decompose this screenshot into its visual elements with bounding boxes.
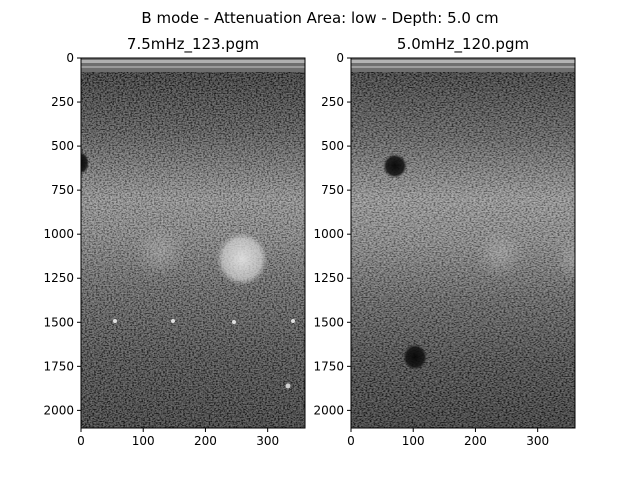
left-axis-ticks: 0 100 200 300 0 250 500 750 1000 1250 1500 1750 2000 [43, 51, 279, 448]
right-axis-ticks: 0 100 200 300 0 250 500 750 1000 1250 1500 1750 2000 [313, 51, 549, 448]
right-axes-frame [350, 57, 576, 429]
right-x-tick-label: 0 [347, 434, 355, 448]
left-x-tick-label: 100 [132, 434, 155, 448]
right-y-tick-label: 2000 [313, 403, 344, 417]
right-y-tick-label: 750 [321, 183, 344, 197]
left-x-tick-label: 0 [77, 434, 85, 448]
left-y-tick-label: 1250 [43, 271, 74, 285]
left-y-tick-label: 1000 [43, 227, 74, 241]
right-y-tick-label: 1500 [313, 315, 344, 329]
right-y-tick-label: 500 [321, 139, 344, 153]
left-y-tick-label: 250 [51, 95, 74, 109]
left-y-tick-label: 1500 [43, 315, 74, 329]
right-y-tick-label: 250 [321, 95, 344, 109]
left-x-tick-label: 300 [256, 434, 279, 448]
left-ultrasound-image [81, 58, 305, 428]
left-y-tick-label: 2000 [43, 403, 74, 417]
left-y-tick-label: 750 [51, 183, 74, 197]
right-x-tick-label: 200 [464, 434, 487, 448]
left-y-tick-label: 500 [51, 139, 74, 153]
right-y-tick-label: 0 [336, 51, 344, 65]
right-y-tick-label: 1250 [313, 271, 344, 285]
figure-suptitle: B mode - Attenuation Area: low - Depth: … [141, 9, 499, 27]
left-y-tick-label: 1750 [43, 359, 74, 373]
right-x-tick-label: 100 [402, 434, 425, 448]
right-x-tick-label: 300 [526, 434, 549, 448]
right-y-tick-label: 1000 [313, 227, 344, 241]
right-panel-title: 5.0mHz_120.pgm [396, 35, 530, 53]
right-y-tick-label: 1750 [313, 359, 344, 373]
right-ultrasound-image [351, 58, 575, 428]
left-axes-frame [80, 57, 306, 429]
left-x-tick-label: 200 [194, 434, 217, 448]
left-panel-title: 7.5mHz_123.pgm [126, 35, 260, 53]
left-y-tick-label: 0 [66, 51, 74, 65]
